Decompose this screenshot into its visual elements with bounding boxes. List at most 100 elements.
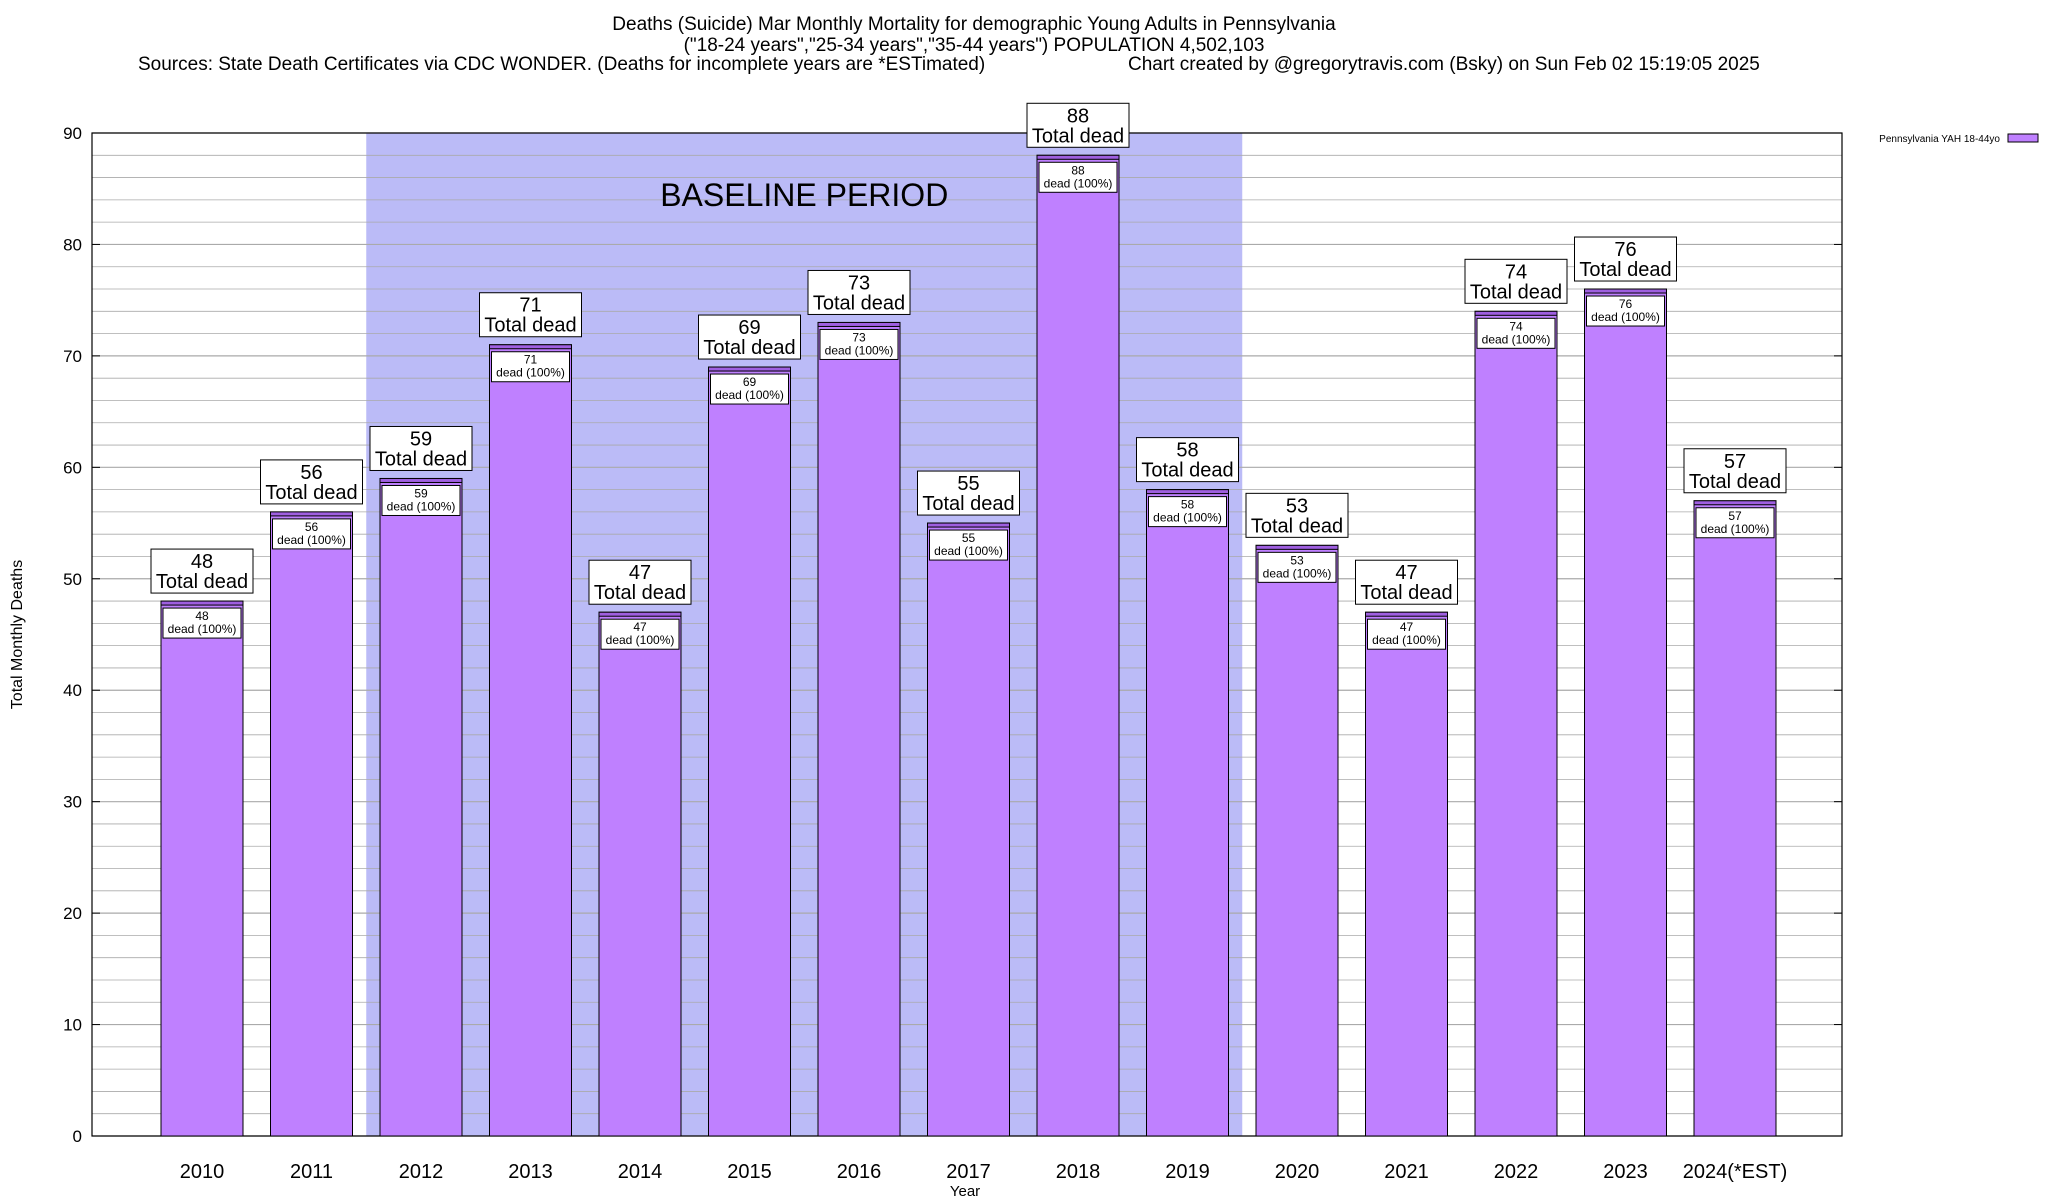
total-label-box — [1245, 492, 1349, 538]
chart-credit: Chart created by @gregorytravis.com (Bsk… — [1128, 54, 1760, 75]
inner-label-box — [381, 484, 461, 516]
total-label-box — [1464, 258, 1568, 304]
y-tick-label: 0 — [73, 1127, 82, 1146]
y-tick-label: 80 — [63, 235, 82, 254]
total-dead-label: Total dead — [1360, 582, 1452, 604]
x-tick-label: 2015 — [727, 1161, 772, 1183]
total-value-label: 88 — [1067, 105, 1089, 127]
y-tick-label: 90 — [63, 124, 82, 143]
bar-top-cap — [1693, 500, 1777, 506]
inner-percent-label: dead (100%) — [825, 343, 894, 357]
bar-top-cap — [270, 511, 353, 517]
total-value-label: 59 — [410, 428, 432, 450]
bar-top-cap — [1255, 544, 1339, 550]
total-label-box — [369, 425, 473, 471]
total-value-label: 71 — [519, 295, 541, 317]
x-tick-label: 2021 — [1384, 1161, 1429, 1183]
total-value-label: 74 — [1505, 261, 1527, 283]
inner-label-box — [1367, 618, 1446, 650]
inner-label-box — [1476, 317, 1556, 349]
inner-value-label: 56 — [305, 520, 319, 534]
total-label-box — [698, 314, 801, 360]
total-label-box — [260, 459, 363, 505]
inner-label-box — [710, 373, 789, 405]
total-value-label: 76 — [1614, 239, 1636, 261]
bar-top-cap — [1036, 154, 1120, 160]
x-tick-label: 2020 — [1275, 1161, 1320, 1183]
total-value-label: 69 — [738, 317, 760, 339]
chart-subtitle: ("18-24 years","25-34 years","35-44 year… — [683, 35, 1265, 56]
bar — [927, 522, 1010, 1137]
inner-label-box — [272, 518, 351, 550]
bar-top-cap — [489, 344, 572, 350]
inner-label-box — [1148, 496, 1227, 528]
inner-percent-label: dead (100%) — [934, 544, 1003, 558]
total-label-box — [1355, 559, 1458, 605]
inner-label-box — [162, 607, 242, 639]
inner-percent-label: dead (100%) — [1482, 332, 1551, 346]
total-dead-label: Total dead — [484, 315, 576, 337]
inner-value-label: 48 — [195, 609, 209, 623]
inner-percent-label: dead (100%) — [387, 499, 456, 513]
total-label-box — [807, 269, 911, 315]
inner-label-box — [1695, 507, 1775, 539]
y-tick-label: 10 — [63, 1016, 82, 1035]
total-dead-label: Total dead — [1689, 471, 1781, 493]
bar-top-cap — [379, 477, 463, 483]
bar — [598, 611, 682, 1137]
inner-value-label: 71 — [524, 353, 538, 367]
total-label-box — [917, 470, 1020, 516]
inner-percent-label: dead (100%) — [606, 633, 675, 647]
inner-label-box — [1586, 295, 1665, 327]
total-dead-label: Total dead — [1251, 515, 1343, 537]
total-dead-label: Total dead — [1032, 125, 1124, 147]
total-dead-label: Total dead — [1470, 281, 1562, 303]
inner-percent-label: dead (100%) — [1701, 522, 1770, 536]
x-tick-label: 2019 — [1165, 1161, 1210, 1183]
bar — [1365, 611, 1448, 1137]
inner-value-label: 57 — [1728, 509, 1742, 523]
inner-value-label: 58 — [1181, 498, 1195, 512]
total-value-label: 47 — [1395, 562, 1417, 584]
inner-value-label: 69 — [743, 375, 757, 389]
chart-title: Deaths (Suicide) Mar Monthly Mortality f… — [612, 14, 1336, 35]
x-tick-label: 2014 — [618, 1161, 663, 1183]
inner-label-box — [491, 351, 570, 383]
x-tick-label: 2024(*EST) — [1683, 1161, 1788, 1183]
legend-label: Pennsylvania YAH 18-44yo — [1879, 134, 2000, 145]
inner-value-label: 73 — [852, 330, 866, 344]
inner-percent-label: dead (100%) — [1044, 176, 1113, 190]
y-tick-label: 70 — [63, 347, 82, 366]
inner-value-label: 59 — [414, 486, 428, 500]
total-dead-label: Total dead — [156, 571, 248, 593]
bar-top-cap — [1146, 489, 1229, 495]
inner-label-box — [600, 618, 680, 650]
inner-value-label: 74 — [1509, 319, 1523, 333]
inner-label-box — [929, 529, 1008, 561]
inner-value-label: 47 — [633, 620, 647, 634]
x-tick-label: 2012 — [399, 1161, 444, 1183]
inner-percent-label: dead (100%) — [1591, 310, 1660, 324]
y-tick-label: 20 — [63, 904, 82, 923]
inner-value-label: 76 — [1619, 297, 1633, 311]
total-value-label: 56 — [300, 462, 322, 484]
bar-top-cap — [708, 366, 791, 372]
bar-top-cap — [1365, 611, 1448, 617]
y-tick-label: 30 — [63, 793, 82, 812]
x-tick-label: 2017 — [946, 1161, 991, 1183]
total-value-label: 53 — [1286, 495, 1308, 517]
inner-value-label: 47 — [1400, 620, 1414, 634]
baseline-period-label: BASELINE PERIOD — [660, 177, 948, 213]
total-value-label: 57 — [1724, 451, 1746, 473]
bar — [379, 477, 463, 1137]
total-label-box — [1026, 102, 1130, 148]
inner-percent-label: dead (100%) — [277, 533, 346, 547]
total-label-box — [479, 292, 582, 338]
legend-swatch — [2007, 133, 2039, 143]
inner-label-box — [1257, 551, 1337, 583]
sources-note: Sources: State Death Certificates via CD… — [138, 54, 986, 75]
inner-percent-label: dead (100%) — [715, 388, 784, 402]
inner-label-box — [819, 328, 899, 360]
total-value-label: 47 — [629, 562, 651, 584]
